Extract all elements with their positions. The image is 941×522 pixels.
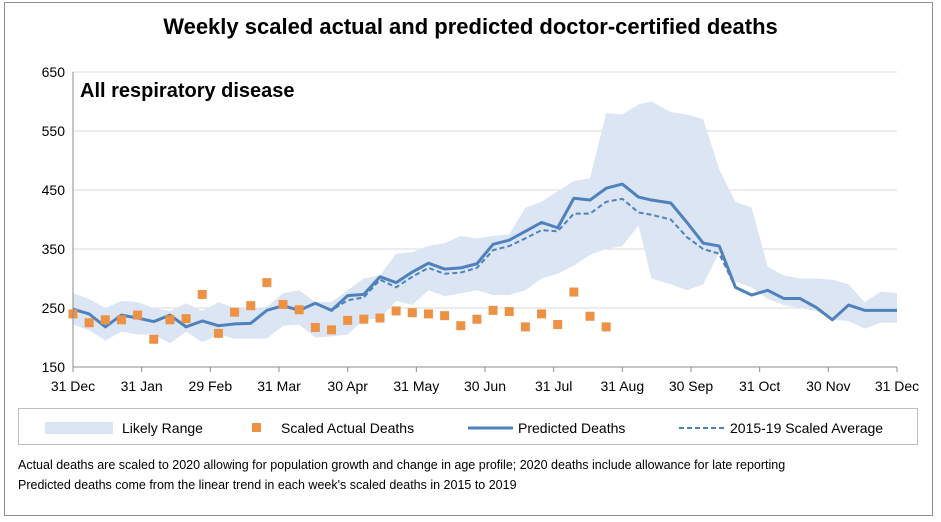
actual-death-marker <box>197 289 207 299</box>
chart-title: Weekly scaled actual and predicted docto… <box>163 14 778 39</box>
y-tick-label: 450 <box>42 182 66 198</box>
actual-death-marker <box>456 321 466 331</box>
chart-subtitle: All respiratory disease <box>80 80 295 102</box>
actual-death-marker <box>133 310 143 320</box>
x-tick-label: 31 Aug <box>601 378 645 394</box>
actual-death-marker <box>423 309 433 319</box>
x-tick-label: 31 Oct <box>739 378 780 394</box>
actual-death-marker <box>294 305 304 315</box>
y-tick-label: 150 <box>42 359 66 375</box>
actual-death-marker <box>84 318 94 328</box>
x-tick-label: 31 May <box>393 378 439 394</box>
y-tick-label: 350 <box>42 241 66 257</box>
actual-death-marker <box>262 278 272 288</box>
actual-death-marker <box>569 287 579 297</box>
actual-death-marker <box>165 315 175 325</box>
actual-death-marker <box>375 313 385 323</box>
actual-death-marker <box>327 325 337 335</box>
actual-death-marker <box>488 305 498 315</box>
actual-death-marker <box>149 334 159 344</box>
actual-death-marker <box>230 307 240 317</box>
predicted-deaths-line <box>72 182 897 329</box>
y-tick-label: 250 <box>42 300 66 316</box>
x-tick-label: 31 Jul <box>535 378 572 394</box>
x-tick-label: 30 Nov <box>806 378 850 394</box>
series-lines <box>72 182 897 329</box>
x-tick-label: 31 Dec <box>875 378 919 394</box>
footnote-scaling: Actual deaths are scaled to 2020 allowin… <box>18 458 786 472</box>
legend-label-actual-deaths: Scaled Actual Deaths <box>281 420 414 436</box>
footnote-prediction: Predicted deaths come from the linear tr… <box>18 478 517 492</box>
legend-swatch-actual-deaths <box>252 423 261 432</box>
x-tick-label: 30 Sep <box>669 378 714 394</box>
actual-death-marker <box>246 301 256 311</box>
likely-range-band <box>73 101 897 344</box>
legend-label-predicted-deaths: Predicted Deaths <box>518 420 625 436</box>
actual-death-marker <box>407 308 417 318</box>
actual-death-marker <box>343 315 353 325</box>
y-tick-label: 550 <box>42 123 66 139</box>
actual-death-marker <box>553 320 563 330</box>
actual-death-marker <box>440 311 450 321</box>
actual-death-marker <box>100 315 110 325</box>
y-tick-labels: 150 250 350 450 550 650 <box>42 64 66 375</box>
axes <box>72 72 898 372</box>
actual-death-marker <box>585 311 595 321</box>
x-tick-labels: 31 Dec 31 Jan 29 Feb 31 Mar 30 Apr 31 May 30 J… <box>51 378 919 394</box>
actual-death-marker <box>504 307 514 317</box>
x-tick-label: 31 Dec <box>51 378 95 394</box>
actual-death-marker <box>359 314 369 324</box>
actual-death-marker <box>601 322 611 332</box>
actual-death-marker <box>472 314 482 324</box>
legend: Likely Range Scaled Actual Deaths Predic… <box>18 408 918 445</box>
legend-label-likely-range: Likely Range <box>122 420 203 436</box>
x-tick-label: 31 Mar <box>257 378 301 394</box>
x-tick-label: 31 Jan <box>121 378 163 394</box>
actual-death-marker <box>116 315 126 325</box>
actual-death-marker <box>278 299 288 309</box>
actual-death-marker <box>181 314 191 324</box>
actual-death-marker <box>537 309 547 319</box>
actual-death-marker <box>391 306 401 316</box>
actual-death-marker <box>213 328 223 338</box>
legend-label-scaled-average: 2015-19 Scaled Average <box>730 420 883 436</box>
actual-death-marker <box>310 322 320 332</box>
actual-death-markers <box>68 278 611 344</box>
x-tick-label: 30 Apr <box>327 378 368 394</box>
x-tick-label: 30 Jun <box>464 378 506 394</box>
legend-swatch-likely-range <box>45 422 113 434</box>
y-tick-label: 650 <box>42 64 66 80</box>
likely-range-area <box>73 101 897 344</box>
actual-death-marker <box>520 322 530 332</box>
x-tick-label: 29 Feb <box>189 378 233 394</box>
